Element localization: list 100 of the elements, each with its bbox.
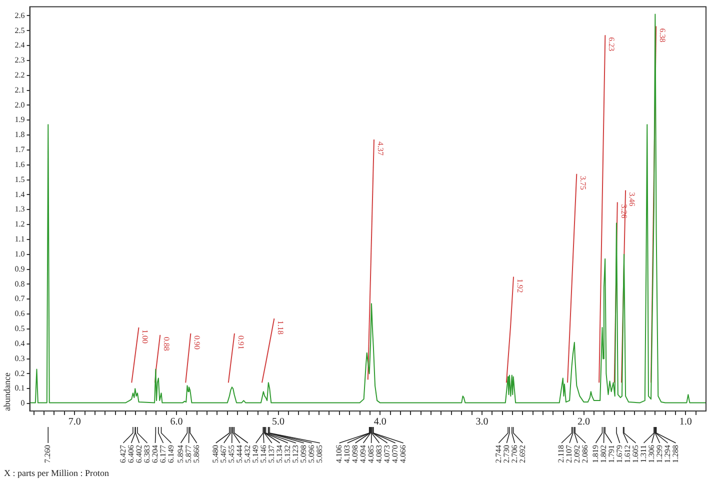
annotation: 1.679: [614, 445, 624, 463]
y-tick-label: 0.2: [14, 368, 25, 378]
annotation: 6.23: [607, 37, 616, 52]
y-tick-label: 2.0: [14, 100, 25, 110]
annotation: 6.149: [166, 445, 176, 463]
annotation: 2.706: [510, 445, 519, 463]
annotation: 4.106: [334, 445, 344, 463]
annotation: 2.118: [556, 445, 566, 463]
annotation: 4.085: [366, 445, 376, 463]
annotation: 6.177: [158, 445, 168, 463]
annotation: 1.00: [140, 329, 150, 344]
annotation: 6.406: [126, 445, 136, 463]
x-tick-label: 6.0: [170, 416, 183, 428]
annotation: 6.383: [142, 445, 152, 463]
annotation: 0.90: [192, 335, 202, 350]
y-tick-label: 1.0: [14, 249, 25, 258]
annotation: 6.38: [658, 28, 668, 42]
annotation: 5.085: [314, 445, 324, 463]
annotation: 1.612: [622, 445, 632, 463]
x-tick-label: 2.0: [578, 416, 590, 428]
annotation: 4.094: [358, 445, 368, 463]
x-axis-title: X : parts per Million : Proton: [4, 468, 110, 478]
annotation: 5.432: [242, 445, 252, 463]
annotation: 2.107: [564, 445, 574, 463]
annotation: 5.123: [290, 445, 300, 463]
annotation: 4.098: [350, 445, 360, 463]
annotation: 5.149: [250, 445, 260, 463]
annotation: 5.137: [266, 445, 276, 463]
annotation: 1.299: [654, 445, 664, 463]
annotation: 5.132: [282, 445, 292, 463]
y-tick-label: 0: [20, 398, 25, 408]
annotation: 6.204: [150, 445, 160, 463]
y-tick-label: 1.5: [14, 174, 25, 184]
y-tick-label: 1.8: [14, 130, 25, 140]
annotation: 1.819: [590, 445, 600, 463]
annotation: 4.073: [382, 445, 392, 463]
annotation: 1.791: [606, 445, 616, 463]
y-tick-label: 0.9: [14, 264, 25, 274]
y-tick-label: 2.2: [14, 70, 25, 80]
annotation: 4.103: [342, 445, 352, 463]
y-tick-label: 1.6: [14, 160, 25, 169]
annotation: 3.46: [627, 192, 636, 206]
annotation: 0.91: [236, 335, 246, 350]
y-tick-label: 0.4: [14, 338, 25, 348]
x-tick-label: 5.0: [272, 416, 285, 428]
x-tick-label: 1.0: [679, 416, 692, 428]
annotation: 1.288: [670, 445, 680, 463]
annotation: 5.894: [176, 445, 185, 463]
annotation: 4.37: [376, 142, 385, 156]
annotation: 3.26: [619, 204, 628, 218]
y-tick-label: 0.3: [14, 354, 25, 363]
y-tick-label: 2.1: [14, 85, 25, 94]
annotation: 2.730: [502, 445, 511, 463]
annotation: 6.402: [134, 445, 144, 463]
annotation: 3.75: [578, 176, 588, 190]
y-tick-label: 1.3: [14, 204, 25, 214]
annotation: 5.444: [234, 445, 244, 463]
annotation: 2.744: [494, 445, 503, 463]
annotation: 1.605: [630, 445, 640, 463]
annotation: 5.096: [306, 445, 316, 463]
annotation: 0.88: [162, 336, 172, 351]
annotation: 4.070: [390, 445, 400, 463]
annotation: 5.877: [184, 445, 193, 463]
x-tick-label: 4.0: [374, 416, 386, 428]
annotation: 5.098: [298, 445, 308, 463]
y-tick-label: 1.9: [14, 115, 25, 124]
annotation: 7.260: [43, 445, 52, 463]
y-tick-label: 2.6: [14, 10, 25, 20]
x-tick-label: 7.0: [68, 416, 81, 428]
y-axis-title: abundance: [2, 372, 12, 411]
annotation: 1.306: [646, 445, 656, 463]
y-tick-label: 0.8: [14, 279, 25, 288]
annotation: 1.18: [276, 320, 286, 335]
annotation: 1.92: [515, 278, 524, 293]
y-tick-label: 1.2: [14, 220, 25, 229]
x-tick-label: 3.0: [476, 416, 488, 428]
annotation: 4.083: [374, 445, 384, 463]
annotation: 4.066: [398, 445, 408, 463]
annotation: 5.134: [274, 445, 284, 463]
y-tick-label: 0.5: [14, 324, 25, 334]
annotation: 5.455: [226, 445, 236, 463]
annotation: 5.480: [210, 445, 220, 463]
y-tick-label: 0.7: [14, 294, 25, 304]
annotation: 6.427: [118, 445, 128, 463]
y-tick-label: 0.1: [14, 384, 25, 393]
annotation: 5.467: [218, 445, 228, 463]
annotation: 5.866: [192, 445, 201, 463]
y-tick-label: 2.3: [14, 56, 25, 65]
annotation: 1.294: [662, 445, 672, 463]
annotation: 2.086: [580, 445, 590, 463]
y-tick-label: 2.5: [14, 26, 25, 35]
annotation: 2.092: [572, 445, 582, 463]
y-tick-label: 2.4: [14, 40, 25, 50]
annotation: 5.146: [258, 445, 268, 463]
annotation: 2.692: [518, 445, 527, 463]
y-tick-label: 0.6: [14, 309, 25, 318]
y-tick-label: 1.7: [14, 145, 25, 154]
annotation: 1.802: [598, 445, 608, 463]
y-tick-label: 1.1: [14, 234, 25, 244]
annotation: 1.311: [638, 445, 648, 463]
